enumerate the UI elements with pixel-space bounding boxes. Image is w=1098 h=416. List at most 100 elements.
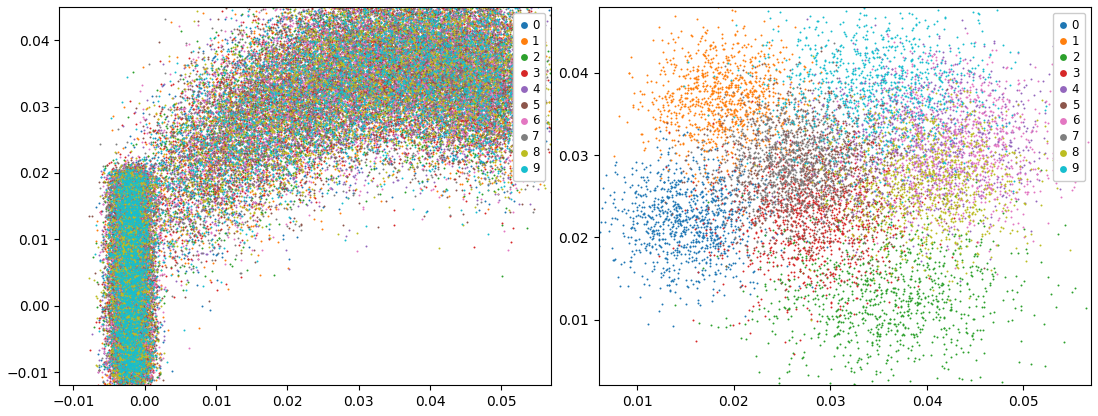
4	[273, 64, 291, 70]
3	[293, 2, 311, 8]
7	[755, 247, 773, 254]
0	[133, 341, 150, 348]
2	[247, 102, 265, 108]
6	[424, 50, 441, 57]
3	[806, 237, 824, 244]
8	[470, 73, 488, 79]
3	[875, 182, 893, 188]
9	[814, 64, 831, 71]
2	[163, 154, 180, 161]
4	[112, 205, 130, 211]
1	[147, 224, 165, 231]
6	[260, 132, 278, 139]
5	[141, 134, 158, 140]
4	[130, 354, 147, 361]
7	[490, 131, 507, 137]
7	[419, 143, 437, 149]
3	[389, 0, 406, 7]
9	[127, 178, 145, 185]
7	[808, 187, 826, 193]
7	[760, 155, 777, 162]
3	[204, 99, 222, 106]
1	[126, 316, 144, 322]
5	[259, 137, 277, 144]
0	[338, 110, 356, 116]
3	[136, 364, 154, 371]
4	[119, 227, 136, 233]
0	[698, 169, 716, 176]
7	[111, 281, 128, 288]
8	[351, 60, 369, 67]
6	[324, 84, 341, 91]
5	[130, 221, 147, 228]
7	[480, 98, 497, 105]
8	[427, 64, 445, 71]
2	[329, 59, 347, 66]
4	[395, 137, 413, 144]
9	[114, 381, 132, 387]
6	[111, 261, 128, 268]
4	[220, 143, 237, 149]
0	[232, 119, 249, 126]
6	[125, 238, 143, 244]
7	[381, 88, 399, 94]
5	[122, 366, 139, 372]
0	[401, 94, 418, 101]
6	[377, 43, 394, 50]
0	[426, 29, 444, 36]
7	[117, 286, 135, 292]
1	[112, 186, 130, 193]
9	[268, 139, 285, 145]
2	[114, 295, 132, 301]
2	[411, 50, 428, 56]
8	[214, 94, 232, 101]
9	[945, 168, 963, 174]
7	[374, 166, 392, 172]
0	[114, 293, 132, 300]
1	[120, 373, 137, 379]
9	[236, 133, 254, 140]
4	[810, 79, 828, 85]
4	[968, 191, 986, 198]
5	[229, 82, 247, 88]
6	[503, 94, 520, 101]
6	[336, 64, 354, 71]
0	[511, 133, 528, 140]
1	[737, 79, 754, 86]
6	[368, 154, 385, 161]
3	[114, 264, 132, 270]
3	[328, 82, 346, 89]
1	[729, 156, 747, 163]
2	[116, 226, 134, 233]
8	[113, 372, 131, 379]
4	[108, 340, 125, 347]
4	[123, 372, 141, 379]
3	[123, 171, 141, 177]
8	[135, 299, 153, 306]
5	[121, 288, 138, 295]
6	[130, 371, 147, 378]
4	[953, 116, 971, 123]
2	[527, 76, 545, 83]
5	[115, 351, 133, 357]
1	[326, 4, 344, 11]
3	[754, 187, 772, 193]
7	[813, 196, 830, 202]
6	[97, 332, 114, 339]
0	[359, 32, 377, 39]
0	[325, 13, 343, 20]
4	[115, 368, 133, 374]
8	[493, 13, 511, 20]
4	[439, 30, 457, 37]
0	[379, 25, 396, 32]
9	[282, 33, 300, 40]
9	[123, 192, 141, 199]
5	[127, 294, 145, 300]
2	[108, 214, 125, 220]
3	[262, 24, 280, 31]
5	[669, 138, 686, 145]
0	[133, 351, 150, 358]
0	[124, 341, 142, 348]
5	[758, 162, 775, 169]
1	[105, 324, 123, 331]
